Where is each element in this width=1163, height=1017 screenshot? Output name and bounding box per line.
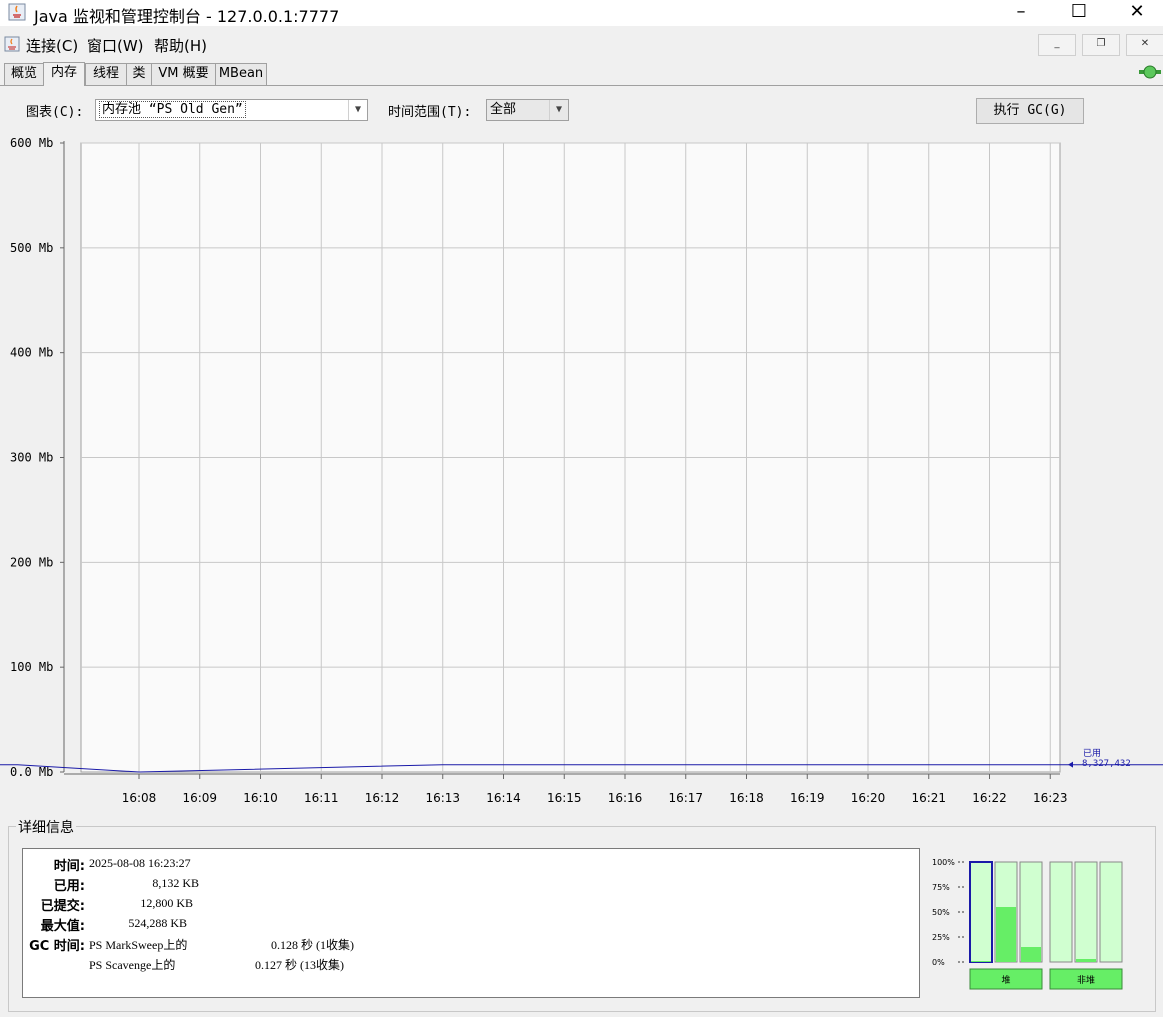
committed-value: 12,800 KB bbox=[140, 896, 193, 910]
chart-select-value: 内存池 “PS Old Gen” bbox=[99, 101, 246, 118]
y-tick-label: 100 Mb bbox=[10, 660, 53, 674]
heap-pool-bar bbox=[969, 861, 993, 963]
heap-button-label: 堆 bbox=[1001, 975, 1010, 986]
x-tick-label: 16:13 bbox=[425, 791, 460, 805]
gc-row-time: 0.127 秒 (13收集) bbox=[255, 958, 344, 972]
java-icon bbox=[8, 3, 26, 21]
x-tick-label: 16:23 bbox=[1033, 791, 1068, 805]
chart-grid bbox=[80, 142, 1061, 773]
max-value: 524,288 KB bbox=[128, 916, 187, 930]
time-range-value: 全部 bbox=[490, 102, 517, 117]
x-tick-label: 16:15 bbox=[547, 791, 582, 805]
nonheap-pool-bar bbox=[1049, 861, 1073, 963]
mdi-close-button[interactable]: ✕ bbox=[1126, 34, 1163, 56]
y-tick-label: 0.0 Mb bbox=[10, 765, 53, 779]
y-tick-label: 200 Mb bbox=[10, 555, 53, 569]
connection-status-icon bbox=[1139, 65, 1161, 79]
pool-tick-label: 25% bbox=[932, 933, 950, 942]
heap-pool-bar-fill bbox=[996, 907, 1016, 962]
x-tick-label: 16:20 bbox=[851, 791, 886, 805]
y-tick-label: 400 Mb bbox=[10, 346, 53, 360]
x-tick-label: 16:18 bbox=[729, 791, 764, 805]
legend-series-name: 已用 bbox=[1083, 748, 1101, 759]
pool-tick-label: 75% bbox=[932, 883, 950, 892]
tab-vm-summary[interactable]: VM 概要 bbox=[151, 63, 216, 85]
y-tick-label: 300 Mb bbox=[10, 451, 53, 465]
window-title: Java 监视和管理控制台 - 127.0.0.1:7777 bbox=[34, 7, 340, 26]
nonheap-pool-bar bbox=[1099, 861, 1123, 963]
current-value-marker bbox=[1068, 761, 1073, 768]
time-range-label: 时间范围(T): bbox=[388, 105, 472, 120]
x-tick-label: 16:19 bbox=[790, 791, 825, 805]
time-value: 2025-08-08 16:23:27 bbox=[89, 856, 191, 870]
chevron-down-icon: ▼ bbox=[348, 100, 367, 120]
nonheap-pool-bar bbox=[1074, 861, 1098, 963]
nonheap-pool-bar-fill bbox=[1076, 959, 1096, 962]
memory-chart: 0.0 Mb 100 Mb 200 Mb 300 Mb 400 Mb 500 Mb 600 … bbox=[0, 136, 1163, 805]
minimize-button[interactable]: – bbox=[1016, 1, 1026, 22]
x-tick-label: 16:10 bbox=[243, 791, 278, 805]
chart-legend: 已用8,327,432 bbox=[1068, 748, 1131, 769]
tab-memory[interactable]: 内存 bbox=[43, 62, 85, 86]
x-tick-label: 16:12 bbox=[365, 791, 400, 805]
committed-label: 已提交: bbox=[40, 899, 85, 914]
nonheap-button bbox=[1049, 968, 1123, 990]
pool-tick-label: 0% bbox=[932, 958, 945, 967]
gc-row-time: 0.128 秒 (1收集) bbox=[271, 938, 354, 952]
menu-bar: 连接(C) 窗口(W) 帮助(H) bbox=[0, 32, 1163, 58]
time-label: 时间: bbox=[53, 859, 85, 874]
java-icon bbox=[4, 36, 20, 52]
details-panel bbox=[8, 826, 1156, 1012]
x-tick-label: 16:14 bbox=[486, 791, 521, 805]
nonheap-button-label: 非堆 bbox=[1077, 974, 1095, 986]
chart-label: 图表(C): bbox=[26, 105, 84, 120]
x-tick-label: 16:09 bbox=[182, 791, 217, 805]
tab-mbean[interactable]: MBean bbox=[215, 63, 267, 85]
chevron-down-icon: ▼ bbox=[549, 100, 568, 120]
max-label: 最大值: bbox=[40, 919, 85, 934]
chart-select[interactable]: 内存池 “PS Old Gen” ▼ bbox=[95, 99, 368, 121]
gc-time-label: GC 时间: bbox=[29, 939, 85, 954]
tab-threads[interactable]: 线程 bbox=[85, 63, 127, 85]
y-tick-label: 500 Mb bbox=[10, 241, 53, 255]
x-tick-label: 16:21 bbox=[911, 791, 946, 805]
gc-row-name: PS Scavenge上的 bbox=[89, 958, 176, 972]
x-tick-label: 16:17 bbox=[668, 791, 703, 805]
heap-pool-bar-fill bbox=[971, 961, 991, 962]
maximize-button[interactable]: ☐ bbox=[1070, 1, 1088, 22]
title-bar: Java 监视和管理控制台 - 127.0.0.1:7777 – ☐ ✕ bbox=[0, 0, 1163, 26]
pool-tick-label: 50% bbox=[932, 908, 950, 917]
x-axis: 16:08 16:09 16:10 16:11 16:12 16:13 16:14 16:15… bbox=[64, 773, 1068, 805]
menu-connection[interactable]: 连接(C) bbox=[26, 37, 79, 55]
gc-row-name: PS MarkSweep上的 bbox=[89, 938, 188, 952]
mdi-minimize-button[interactable]: _ bbox=[1038, 34, 1076, 56]
y-axis: 0.0 Mb 100 Mb 200 Mb 300 Mb 400 Mb 500 Mb 600 … bbox=[10, 136, 65, 779]
details-title: 详细信息 bbox=[16, 817, 76, 837]
tab-overview[interactable]: 概览 bbox=[4, 63, 44, 85]
tab-strip: 概览 内存 线程 类 VM 概要 MBean bbox=[0, 62, 1163, 86]
menu-help[interactable]: 帮助(H) bbox=[154, 37, 207, 55]
menu-window[interactable]: 窗口(W) bbox=[87, 37, 144, 55]
time-range-select[interactable]: 全部 ▼ bbox=[486, 99, 569, 121]
used-value: 8,132 KB bbox=[152, 876, 199, 890]
heap-button bbox=[969, 968, 1043, 990]
heap-pool-bar-fill bbox=[1021, 947, 1041, 962]
x-tick-label: 16:22 bbox=[972, 791, 1007, 805]
details-box: 时间: 2025-08-08 16:23:27 已用: 8,132 KB 已提交… bbox=[22, 848, 920, 998]
pool-tick-label: 100% bbox=[932, 858, 955, 867]
memory-pool-bars: 100% 75% 50% 25% 0% 堆 非堆 bbox=[932, 858, 1123, 990]
x-tick-label: 16:11 bbox=[304, 791, 339, 805]
used-label: 已用: bbox=[53, 879, 85, 894]
tab-classes[interactable]: 类 bbox=[126, 63, 152, 85]
close-button[interactable]: ✕ bbox=[1129, 1, 1145, 22]
x-tick-label: 16:16 bbox=[608, 791, 643, 805]
x-tick-label: 16:08 bbox=[122, 791, 157, 805]
mdi-restore-button[interactable]: ❐ bbox=[1082, 34, 1120, 56]
y-tick-label: 600 Mb bbox=[10, 136, 53, 150]
legend-current-value: 8,327,432 bbox=[1082, 759, 1131, 769]
perform-gc-button[interactable]: 执行 GC(G) bbox=[976, 98, 1084, 124]
